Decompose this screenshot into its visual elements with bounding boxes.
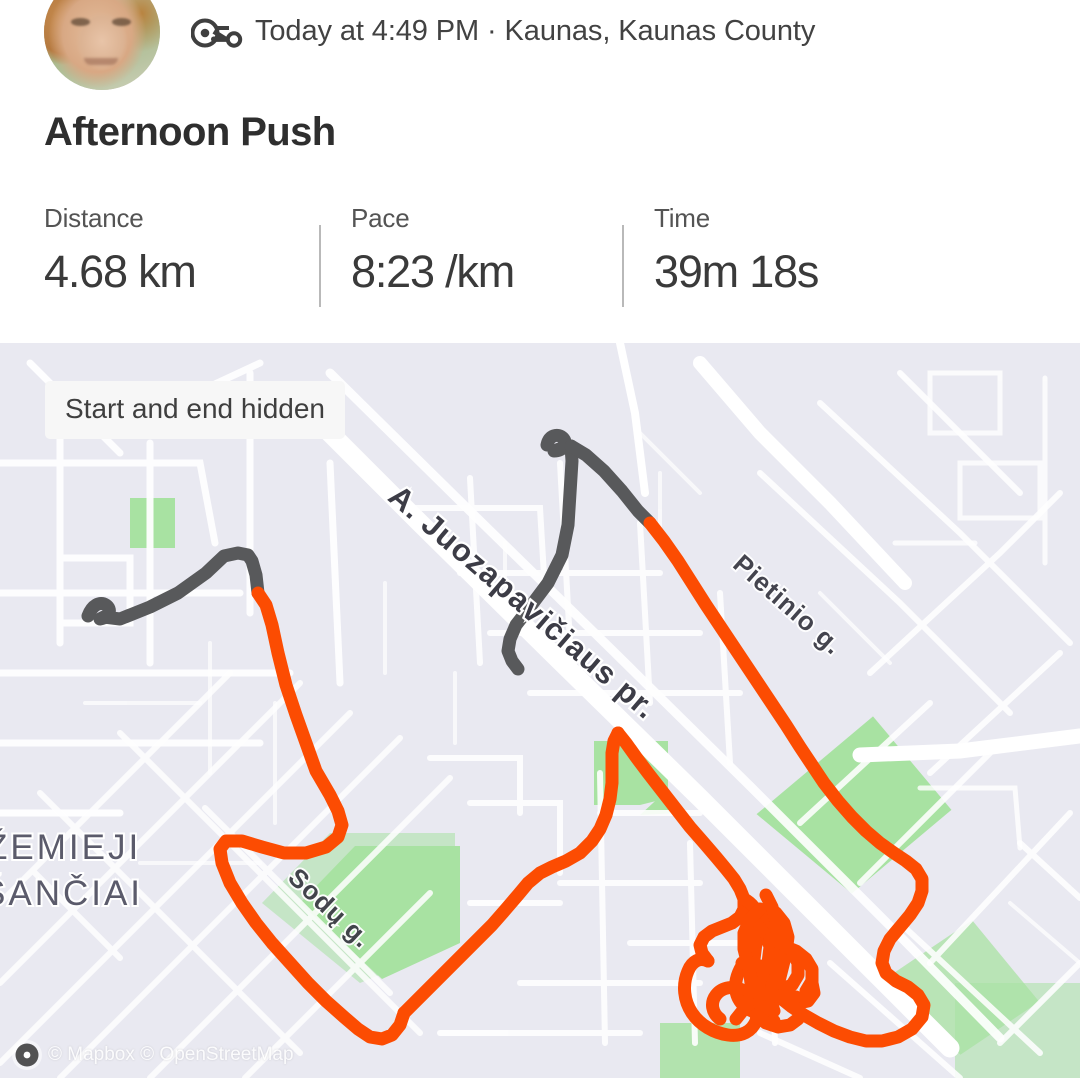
privacy-badge: Start and end hidden xyxy=(45,381,345,439)
activity-map[interactable]: A. Juozapavičiaus pr. Pietinio g. Sodų g… xyxy=(0,343,1080,1078)
stat-value: 39m 18s xyxy=(654,246,819,297)
stat-value: 4.68 km xyxy=(44,246,197,297)
avatar[interactable] xyxy=(44,0,160,90)
stat-divider xyxy=(319,225,321,307)
avatar-detail xyxy=(84,58,118,65)
activity-meta: Today at 4:49 PM · Kaunas, Kaunas County xyxy=(255,15,816,47)
stat-label: Time xyxy=(654,203,711,233)
map-attribution[interactable]: © Mapbox © OpenStreetMap xyxy=(48,1044,294,1065)
avatar-detail xyxy=(112,18,131,26)
page-title: Afternoon Push xyxy=(44,110,336,154)
stat-time: Time 39m 18s xyxy=(622,203,819,307)
stat-label: Pace xyxy=(351,203,410,233)
route-hidden-segments xyxy=(81,428,657,676)
stat-pace: Pace 8:23 /km xyxy=(319,203,622,307)
place-label-sanciai: ŠANČIAI xyxy=(0,874,143,913)
stat-value: 8:23 /km xyxy=(351,246,515,297)
avatar-detail xyxy=(71,18,90,26)
wheelchair-icon xyxy=(190,14,243,52)
map-canvas: A. Juozapavičiaus pr. Pietinio g. Sodų g… xyxy=(0,343,1080,1078)
stat-label: Distance xyxy=(44,203,144,233)
route-active xyxy=(213,516,931,1048)
place-label-zemieji: ŽEMIEJI xyxy=(0,828,141,867)
stats-row: Distance 4.68 km Pace 8:23 /km Time 39m … xyxy=(44,203,819,307)
avatar-photo xyxy=(44,0,160,90)
stat-distance: Distance 4.68 km xyxy=(44,203,319,298)
mapbox-logo-icon[interactable] xyxy=(10,1038,44,1072)
stat-divider xyxy=(622,225,624,307)
map-parks xyxy=(130,498,1080,1078)
activity-header: Today at 4:49 PM · Kaunas, Kaunas County xyxy=(0,0,1080,90)
